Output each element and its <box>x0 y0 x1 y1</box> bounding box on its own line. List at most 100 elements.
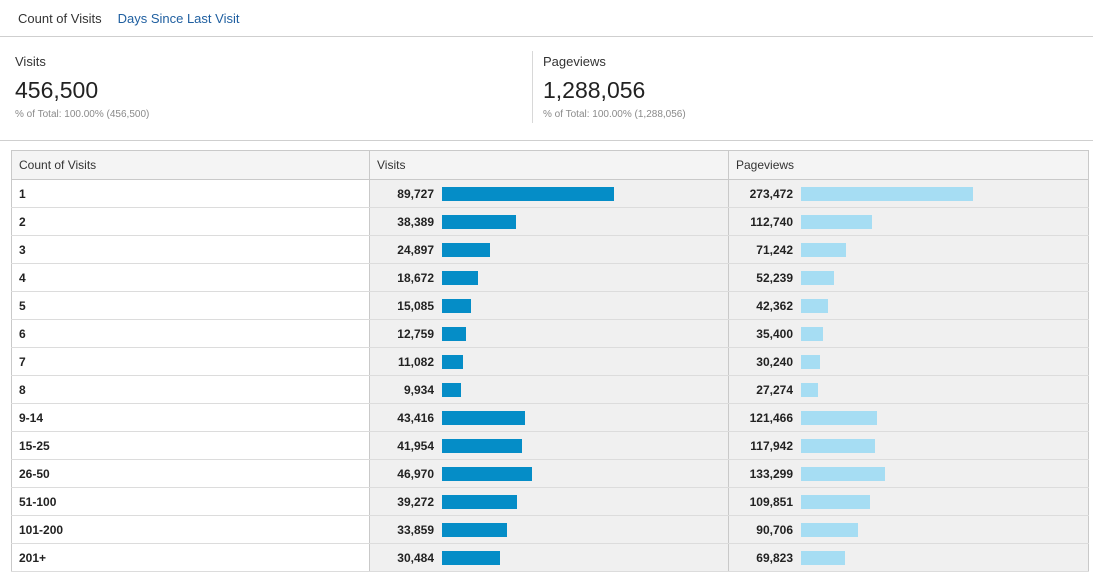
visits-cell: 30,484 <box>369 543 729 572</box>
visits-bar-track <box>442 382 682 397</box>
row-label: 9-14 <box>11 403 370 432</box>
pageviews-bar <box>801 410 877 425</box>
visits-cell: 46,970 <box>369 459 729 488</box>
tab-count-of-visits[interactable]: Count of Visits <box>18 10 102 26</box>
pageviews-cell: 90,706 <box>728 515 1089 544</box>
visits-value: 11,082 <box>397 354 434 369</box>
table-body: 1 89,727 273,472 2 38,389 112,740 3 24,897 71,24… <box>11 179 1089 572</box>
table-row: 26-50 46,970 133,299 <box>11 459 1089 488</box>
row-label: 15-25 <box>11 431 370 460</box>
visits-bar-track <box>442 522 682 537</box>
visits-summary-value: 456,500 <box>15 77 99 103</box>
pageviews-bar <box>801 466 885 481</box>
pageviews-summary-label: Pageviews <box>543 54 606 69</box>
table-row: 9-14 43,416 121,466 <box>11 403 1089 432</box>
table-row: 6 12,759 35,400 <box>11 319 1089 348</box>
pageviews-cell: 71,242 <box>728 235 1089 264</box>
visits-bar <box>442 494 517 509</box>
visits-bar <box>442 438 522 453</box>
visits-bar <box>442 270 478 285</box>
visits-bar <box>442 326 466 341</box>
visits-value: 9,934 <box>403 382 434 397</box>
visits-value: 30,484 <box>397 550 434 565</box>
pageviews-bar <box>801 382 818 397</box>
pageviews-value: 109,851 <box>749 494 793 509</box>
visits-value: 12,759 <box>397 326 434 341</box>
table-row: 8 9,934 27,274 <box>11 375 1089 404</box>
row-label: 3 <box>11 235 370 264</box>
tab-days-since-last-visit[interactable]: Days Since Last Visit <box>117 10 240 26</box>
visits-cell: 18,672 <box>369 263 729 292</box>
visits-cell: 38,389 <box>369 207 729 236</box>
visits-value: 89,727 <box>397 186 434 201</box>
table-row: 201+ 30,484 69,823 <box>11 543 1089 572</box>
visits-summary-percent: % of Total: 100.00% (456,500) <box>15 109 150 120</box>
row-label: 8 <box>11 375 370 404</box>
visits-bar-track <box>442 466 682 481</box>
pageviews-bar-track <box>801 270 1041 285</box>
pageviews-cell: 133,299 <box>728 459 1089 488</box>
pageviews-bar-track <box>801 494 1041 509</box>
row-label: 101-200 <box>11 515 370 544</box>
visits-cell: 33,859 <box>369 515 729 544</box>
table-row: 2 38,389 112,740 <box>11 207 1089 236</box>
visits-bar <box>442 354 463 369</box>
summary-panel: Visits 456,500 % of Total: 100.00% (456,… <box>0 37 1093 141</box>
visits-cell: 24,897 <box>369 235 729 264</box>
row-label: 26-50 <box>11 459 370 488</box>
pageviews-value: 117,942 <box>750 438 793 453</box>
table-row: 1 89,727 273,472 <box>11 179 1089 208</box>
table-row: 5 15,085 42,362 <box>11 291 1089 320</box>
visits-bar-track <box>442 354 682 369</box>
pageviews-value: 52,239 <box>756 270 793 285</box>
pageviews-value: 71,242 <box>756 242 793 257</box>
pageviews-bar-track <box>801 354 1041 369</box>
visits-cell: 43,416 <box>369 403 729 432</box>
visits-value: 33,859 <box>397 522 434 537</box>
visits-bar <box>442 298 471 313</box>
pageviews-value: 121,466 <box>749 410 793 425</box>
column-header-count-of-visits[interactable]: Count of Visits <box>11 150 370 180</box>
visits-bar-track <box>442 494 682 509</box>
pageviews-value: 133,299 <box>749 466 793 481</box>
visits-bar-track <box>442 270 682 285</box>
visits-bar <box>442 242 490 257</box>
pageviews-bar-track <box>801 326 1041 341</box>
pageviews-value: 27,274 <box>756 382 793 397</box>
visits-bar-track <box>442 326 682 341</box>
column-header-visits[interactable]: Visits <box>369 150 729 180</box>
pageviews-bar <box>801 438 875 453</box>
table-row: 4 18,672 52,239 <box>11 263 1089 292</box>
pageviews-bar-track <box>801 438 1041 453</box>
table-row: 15-25 41,954 117,942 <box>11 431 1089 460</box>
visits-cell: 15,085 <box>369 291 729 320</box>
table-row: 101-200 33,859 90,706 <box>11 515 1089 544</box>
pageviews-value: 30,240 <box>756 354 793 369</box>
visits-bar-track <box>442 438 682 453</box>
visits-bar-track <box>442 214 682 229</box>
visits-value: 43,416 <box>397 410 434 425</box>
visits-bar-track <box>442 298 682 313</box>
pageviews-bar <box>801 354 820 369</box>
pageviews-value: 35,400 <box>756 326 793 341</box>
pageviews-cell: 35,400 <box>728 319 1089 348</box>
visits-bar <box>442 522 507 537</box>
pageviews-cell: 117,942 <box>728 431 1089 460</box>
visits-value: 15,085 <box>397 298 434 313</box>
visits-cell: 12,759 <box>369 319 729 348</box>
pageviews-cell: 112,740 <box>728 207 1089 236</box>
pageviews-cell: 109,851 <box>728 487 1089 516</box>
visits-value: 38,389 <box>397 214 434 229</box>
pageviews-value: 273,472 <box>749 186 793 201</box>
pageviews-value: 112,740 <box>750 214 793 229</box>
table-header-row: Count of Visits Visits Pageviews <box>11 150 1089 180</box>
row-label: 4 <box>11 263 370 292</box>
pageviews-cell: 27,274 <box>728 375 1089 404</box>
visits-value: 39,272 <box>397 494 434 509</box>
row-label: 1 <box>11 179 370 208</box>
pageviews-summary-percent: % of Total: 100.00% (1,288,056) <box>543 109 686 120</box>
pageviews-bar-track <box>801 550 1041 565</box>
visits-bar <box>442 410 525 425</box>
column-header-pageviews[interactable]: Pageviews <box>728 150 1089 180</box>
visits-value: 41,954 <box>397 438 434 453</box>
